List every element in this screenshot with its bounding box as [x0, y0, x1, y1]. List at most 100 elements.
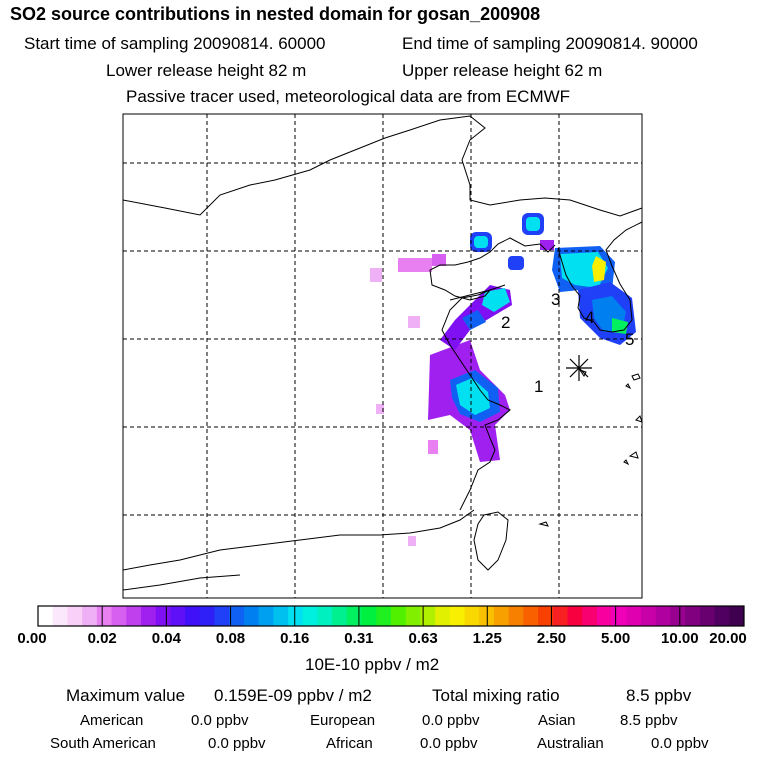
- region-value: 8.5 ppbv: [620, 712, 678, 729]
- colorbar-segment: [243, 606, 260, 626]
- colorbar-segment: [214, 606, 230, 626]
- colorbar-segment: [288, 606, 304, 626]
- region-name: Asian: [538, 712, 576, 729]
- island: [628, 451, 639, 459]
- region-value: 0.0 ppbv: [420, 735, 478, 752]
- colorbar-tick-label: 10.00: [661, 630, 699, 647]
- region-name: American: [80, 712, 144, 729]
- colorbar-segment: [140, 606, 157, 626]
- max-value-label: Maximum value: [66, 686, 186, 705]
- colorbar-segment: [376, 606, 392, 626]
- colorbar-segment: [596, 606, 613, 626]
- source-label-3: 3: [551, 290, 560, 309]
- plume-3-core: [592, 256, 606, 282]
- colorbar-tick-label: 0.04: [151, 630, 181, 647]
- colorbar-tick-label: 0.63: [408, 630, 438, 647]
- colorbar: [37, 605, 745, 627]
- korea-coast: [557, 221, 643, 333]
- receptor-star-marker: [566, 355, 592, 381]
- colorbar-segment: [567, 606, 583, 626]
- colorbar-tick-label: 1.25: [472, 630, 502, 647]
- island: [623, 459, 630, 466]
- total-mixing-ratio-value: 8.5 ppbv: [626, 686, 692, 705]
- colorbar-segment: [493, 606, 510, 626]
- colorbar-segment: [523, 606, 539, 626]
- colorbar-segment: [611, 606, 627, 626]
- plume-spot-core: [526, 217, 540, 231]
- region-value: 0.0 ppbv: [191, 712, 249, 729]
- tracer-note: Passive tracer used, meteorological data…: [126, 87, 571, 106]
- colorbar-segment: [155, 606, 171, 626]
- plume-spot: [508, 256, 524, 270]
- region-value: 0.0 ppbv: [651, 735, 709, 752]
- plume-2-mid: [462, 310, 486, 330]
- region-value: 0.0 ppbv: [208, 735, 266, 752]
- region-name: South American: [50, 735, 156, 752]
- region-name: African: [326, 735, 373, 752]
- plume-patch: [432, 254, 446, 266]
- colorbar-segment: [552, 606, 568, 626]
- colorbar-segment: [52, 606, 68, 626]
- colorbar-tick-label: 2.50: [536, 630, 567, 647]
- china-coast: [429, 237, 556, 511]
- shandong-coast: [449, 284, 506, 301]
- max-value: 0.159E-09 ppbv / m2: [214, 686, 372, 705]
- source-label-4: 4: [585, 308, 594, 327]
- colorbar-tick-label: 0.16: [280, 630, 310, 647]
- colorbar-segment: [582, 606, 598, 626]
- colorbar-segment: [464, 606, 480, 626]
- colorbar-segment: [626, 606, 642, 626]
- colorbar-segment: [699, 606, 716, 626]
- lower-release-height: Lower release height 82 m: [106, 61, 307, 80]
- plume-patch: [428, 440, 438, 454]
- southern-boundary-2: [122, 574, 241, 591]
- colorbar-segment: [449, 606, 466, 626]
- colorbar-segment: [405, 606, 421, 626]
- source-label-1: 1: [534, 377, 543, 396]
- coastlines: [122, 115, 643, 591]
- plume-spot-core: [474, 236, 488, 248]
- colorbar-segment: [38, 606, 54, 626]
- southern-boundary: [122, 509, 475, 571]
- colorbar-segment: [685, 606, 701, 626]
- colorbar-segment: [346, 606, 363, 626]
- colorbar-tick-label: 5.00: [601, 630, 631, 647]
- plume-spot: [540, 240, 554, 250]
- colorbar-segment: [126, 606, 142, 626]
- concentration-field: [370, 213, 636, 546]
- colorbar-tick-label: 0.08: [215, 630, 246, 647]
- plume-1-core: [456, 378, 490, 415]
- plume-2-core: [482, 288, 510, 312]
- plume-patch: [370, 268, 382, 282]
- colorbar-segment: [361, 606, 377, 626]
- colorbar-segment: [229, 606, 245, 626]
- colorbar-segment: [391, 606, 407, 626]
- island: [635, 415, 643, 423]
- island: [538, 521, 549, 527]
- plume-patch: [398, 258, 432, 272]
- island: [631, 373, 641, 381]
- region-name: European: [310, 712, 376, 729]
- source-label-5: 5: [625, 330, 634, 349]
- colorbar-units: 10E-10 ppbv / m2: [305, 655, 440, 674]
- total-mixing-ratio-label: Total mixing ratio: [432, 686, 560, 705]
- colorbar-tick-label: 20.00: [709, 630, 747, 647]
- colorbar-segment: [670, 606, 686, 626]
- colorbar-tick-label: 0.02: [87, 630, 117, 647]
- colorbar-segment: [67, 606, 83, 626]
- colorbar-segment: [317, 606, 333, 626]
- colorbar-segment: [538, 606, 554, 626]
- plume-patch: [376, 404, 384, 414]
- colorbar-segment: [82, 606, 98, 626]
- start-time: Start time of sampling 20090814. 60000: [24, 34, 326, 53]
- colorbar-segment: [729, 606, 745, 626]
- colorbar-segment: [655, 606, 671, 626]
- colorbar-segment: [332, 606, 348, 626]
- colorbar-tick-label: 0.00: [17, 630, 47, 647]
- island: [625, 383, 632, 390]
- page-title: SO2 source contributions in nested domai…: [10, 4, 541, 24]
- taiwan-coast: [473, 511, 509, 571]
- colorbar-tick-label: 0.31: [344, 630, 374, 647]
- colorbar-segment: [302, 606, 318, 626]
- colorbar-border: [37, 605, 745, 627]
